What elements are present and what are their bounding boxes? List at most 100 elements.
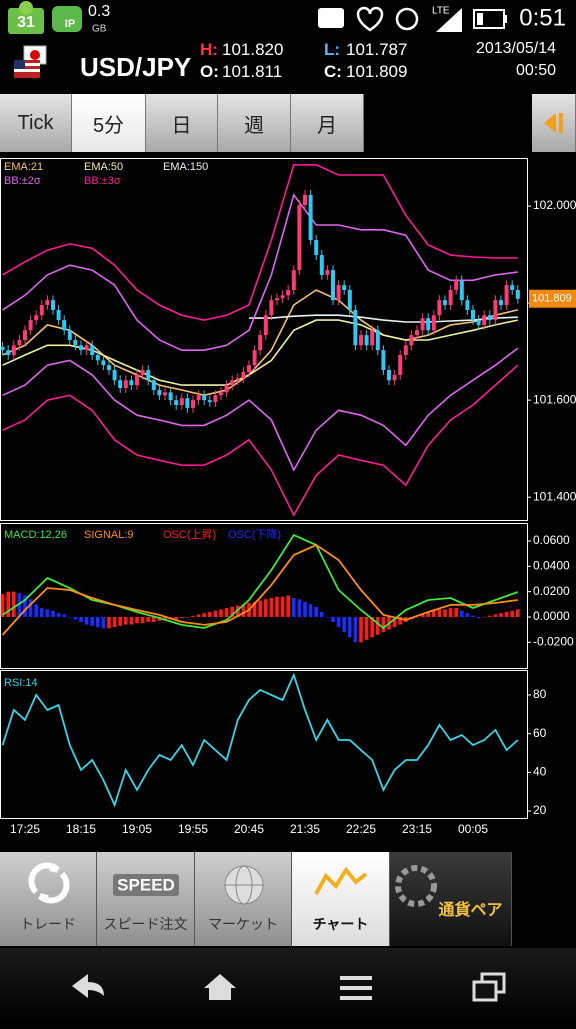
candle-body <box>11 345 16 356</box>
osc-bar <box>252 601 257 617</box>
y-tick-label: 101.400 <box>533 489 576 503</box>
menu-button[interactable] <box>340 976 372 1000</box>
nav-speed-order[interactable]: SPEED スピード注文 <box>97 852 195 946</box>
y-tick-label: 0.0400 <box>533 558 570 572</box>
band-upper <box>2 164 518 321</box>
charts: 102.000101.800101.600101.4000.06000.0400… <box>0 158 576 836</box>
legend-entry: SIGNAL:9 <box>84 529 134 541</box>
osc-bar <box>516 609 520 617</box>
candle-body <box>280 295 285 299</box>
nav-label: トレード <box>20 916 76 932</box>
nav-chart[interactable]: チャート <box>292 852 390 946</box>
android-icon <box>19 1 33 15</box>
currency-flags <box>14 45 47 78</box>
candle-body <box>252 350 257 366</box>
tab[interactable]: 日 <box>146 94 218 152</box>
candle-body <box>6 350 11 356</box>
nav-label: チャート <box>312 916 369 932</box>
alarm-icon <box>395 7 419 31</box>
legend-entry: OSC(上昇) <box>163 528 216 541</box>
candle-body <box>129 380 134 386</box>
osc-bar <box>314 606 318 617</box>
osc-bar <box>219 609 223 617</box>
osc-bar <box>488 615 492 617</box>
nav-currency-pair[interactable]: 通貨ペア <box>390 852 512 946</box>
osc-bar <box>68 616 72 618</box>
low-label: L: <box>324 40 341 59</box>
tab[interactable]: 週 <box>218 94 291 152</box>
osc-bar <box>465 613 470 617</box>
flag-us-stripe <box>14 63 40 66</box>
osc-bar <box>348 616 352 638</box>
osc-bar <box>124 616 128 625</box>
tab[interactable]: Tick <box>0 94 72 152</box>
candle-body <box>476 320 481 325</box>
candle-body <box>347 289 352 310</box>
globe-icon <box>224 865 264 905</box>
y-tick-label: -0.0200 <box>533 634 574 648</box>
osc-bar <box>196 614 201 617</box>
speed-badge <box>113 874 179 896</box>
candle-body <box>168 392 173 401</box>
osc-bar <box>129 616 134 625</box>
signal-icon <box>436 8 462 32</box>
nav-label: マーケット <box>208 916 278 932</box>
candle-body <box>258 335 263 351</box>
candle-body <box>73 339 78 346</box>
candle-body <box>202 395 207 401</box>
osc-bar <box>79 616 83 623</box>
arrow-shape <box>543 113 556 133</box>
recent-window <box>472 980 498 1002</box>
candle-body <box>23 330 27 340</box>
home-button[interactable] <box>204 974 236 1000</box>
trade-icon <box>28 862 70 904</box>
osc-bar <box>191 615 195 617</box>
legend-entry: BB:±2σ <box>4 175 41 187</box>
osc-bar <box>12 591 16 617</box>
osc-bar <box>320 611 324 617</box>
osc-bar <box>107 616 111 629</box>
candle-body <box>487 315 492 321</box>
quote-header: USD/JPY H: 101.820 O: 101.811 L: 101.787… <box>0 36 576 92</box>
x-tick-label: 00:05 <box>458 822 488 836</box>
osc-bar <box>471 615 475 617</box>
legend-entry: BB:±3σ <box>84 175 121 187</box>
legend-entry: EMA:150 <box>163 161 208 173</box>
candle-body <box>269 300 274 316</box>
candle-body <box>303 194 307 206</box>
y-tick-label: 102.000 <box>533 198 576 212</box>
candle-body <box>499 300 503 306</box>
osc-bar <box>454 608 458 617</box>
osc-bar <box>140 616 145 624</box>
osc-bar <box>208 611 212 617</box>
tab[interactable]: 月 <box>291 94 364 152</box>
recent-apps-button[interactable] <box>472 972 506 1002</box>
osc-bar <box>118 616 122 626</box>
tab[interactable]: 5分 <box>72 94 146 152</box>
side-panel-button[interactable] <box>532 94 576 152</box>
osc-bar <box>0 594 5 617</box>
candle-body <box>454 280 459 290</box>
osc-bar <box>292 597 296 617</box>
candle-body <box>275 298 279 301</box>
low-value: 101.787 <box>346 40 408 59</box>
legend-entry: RSI:14 <box>4 677 38 689</box>
candle-body <box>403 345 408 356</box>
nav-market[interactable]: マーケット <box>195 852 292 946</box>
nav-trade[interactable]: トレード <box>0 852 97 946</box>
band-upper <box>2 193 518 351</box>
candle-body <box>45 300 50 306</box>
flag-us-stripe <box>14 69 40 72</box>
gear-icon <box>395 865 437 907</box>
osc-bar <box>56 613 61 617</box>
indicator-line <box>2 289 518 397</box>
candle-body <box>107 365 111 371</box>
y-tick-label: 0.0000 <box>533 609 570 623</box>
panel-frame <box>0 523 528 669</box>
candle-body <box>336 285 341 301</box>
x-tick-label: 17:25 <box>10 822 40 836</box>
back-button[interactable] <box>72 974 104 998</box>
timeframe-tabs: Tick 5分 日 週 月 <box>0 92 576 155</box>
osc-bar <box>415 616 419 618</box>
candle-body <box>308 194 313 241</box>
